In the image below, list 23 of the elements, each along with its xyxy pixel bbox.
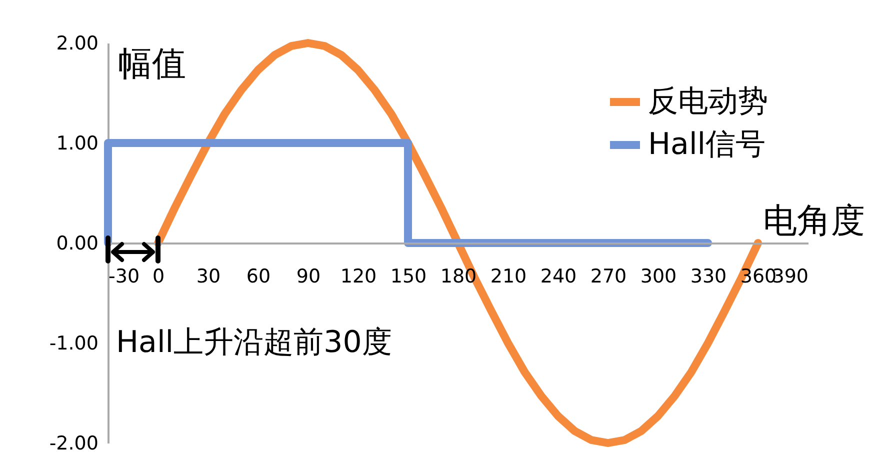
x-tick-label: 300 (640, 266, 677, 288)
y-tick-label: 2.00 (56, 32, 98, 54)
x-tick-label: 210 (490, 266, 527, 288)
annotation: Hall上升沿超前30度 (116, 325, 392, 360)
x-tick-label: 60 (246, 266, 271, 288)
legend-label: 反电动势 (648, 84, 768, 119)
x-tick-label: 240 (540, 266, 577, 288)
x-tick-label: 150 (390, 266, 427, 288)
y-tick-label: 1.00 (56, 132, 98, 154)
y-tick-label: -2.00 (49, 432, 98, 454)
x-tick-label: 270 (590, 266, 627, 288)
y-tick-label: 0.00 (56, 232, 98, 254)
y-tick-label: -1.00 (49, 332, 98, 354)
y-axis-title: 幅值 (118, 44, 186, 84)
legend-label: Hall信号 (648, 127, 766, 162)
x-tick-label: 30 (196, 266, 221, 288)
x-tick-label: 330 (690, 266, 727, 288)
x-tick-label: 90 (296, 266, 321, 288)
x-tick-label: 390 (772, 266, 808, 288)
x-tick-label: 120 (340, 266, 377, 288)
x-tick-label: -30 (108, 266, 140, 288)
x-tick-label: 0 (152, 266, 165, 288)
x-axis-title: 电角度 (763, 201, 865, 241)
